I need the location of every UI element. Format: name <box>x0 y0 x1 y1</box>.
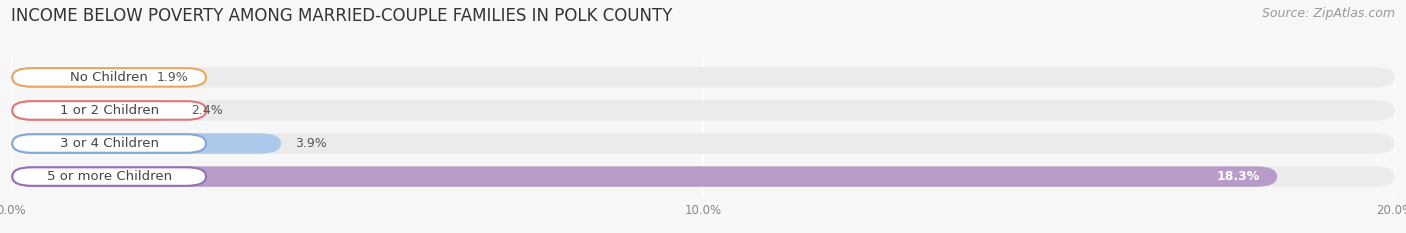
FancyBboxPatch shape <box>13 101 205 120</box>
FancyBboxPatch shape <box>11 133 281 154</box>
FancyBboxPatch shape <box>11 100 1395 121</box>
FancyBboxPatch shape <box>11 67 1395 88</box>
Text: 18.3%: 18.3% <box>1216 170 1260 183</box>
FancyBboxPatch shape <box>11 100 177 121</box>
FancyBboxPatch shape <box>13 68 205 87</box>
FancyBboxPatch shape <box>11 166 1277 187</box>
Text: 1.9%: 1.9% <box>156 71 188 84</box>
Text: INCOME BELOW POVERTY AMONG MARRIED-COUPLE FAMILIES IN POLK COUNTY: INCOME BELOW POVERTY AMONG MARRIED-COUPL… <box>11 7 672 25</box>
Text: Source: ZipAtlas.com: Source: ZipAtlas.com <box>1261 7 1395 20</box>
FancyBboxPatch shape <box>13 167 205 186</box>
Text: 2.4%: 2.4% <box>191 104 224 117</box>
Text: No Children: No Children <box>70 71 148 84</box>
Text: 1 or 2 Children: 1 or 2 Children <box>59 104 159 117</box>
FancyBboxPatch shape <box>11 166 1395 187</box>
FancyBboxPatch shape <box>11 67 142 88</box>
FancyBboxPatch shape <box>13 134 205 153</box>
FancyBboxPatch shape <box>11 133 1395 154</box>
Text: 5 or more Children: 5 or more Children <box>46 170 172 183</box>
Text: 3 or 4 Children: 3 or 4 Children <box>59 137 159 150</box>
Text: 3.9%: 3.9% <box>295 137 326 150</box>
